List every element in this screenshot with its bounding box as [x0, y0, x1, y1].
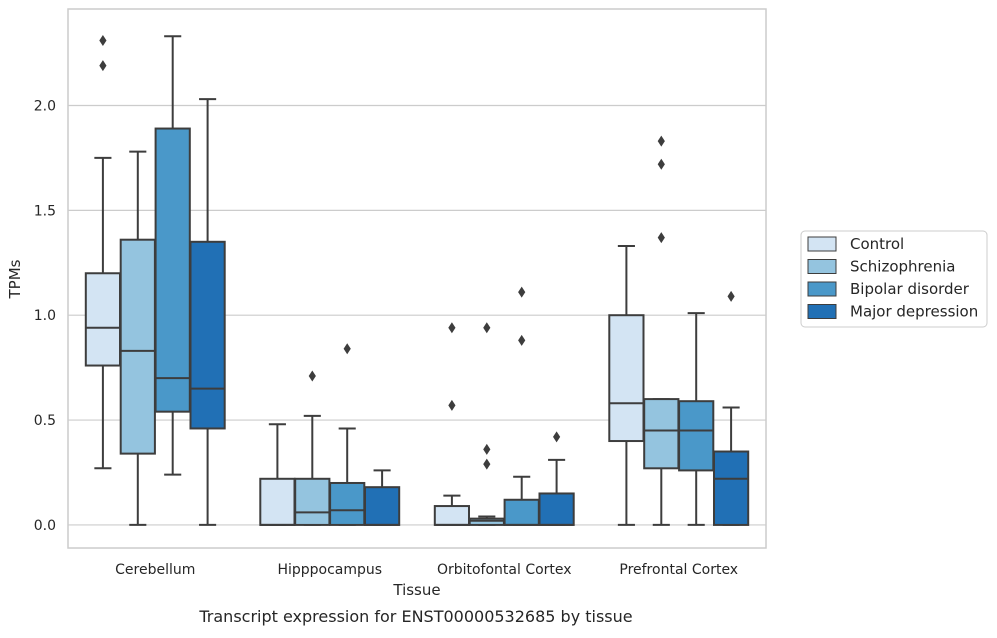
- outlier-point: [727, 290, 735, 302]
- box-schizophrenia: [119, 150, 156, 526]
- box-control: [433, 322, 471, 526]
- x-axis-title: Tissue: [392, 581, 440, 599]
- chart-caption: Transcript expression for ENST0000053268…: [198, 607, 632, 626]
- box-major-depression: [712, 290, 750, 526]
- box-control: [259, 423, 296, 526]
- y-tick-label: 1.5: [34, 203, 56, 219]
- outlier-point: [657, 135, 665, 147]
- box-major-depression: [189, 98, 226, 526]
- legend-swatch: [807, 281, 837, 297]
- y-tick-label: 0.0: [34, 518, 56, 534]
- box-major-depression: [363, 469, 401, 526]
- legend-items: Control Schizophrenia Bipolar disorder Majo…: [807, 235, 978, 321]
- box-major-depression: [538, 431, 575, 526]
- outlier-point: [483, 443, 491, 455]
- box-iqr: [538, 492, 575, 526]
- legend-swatch: [807, 304, 837, 319]
- outlier-point: [308, 370, 316, 382]
- outlier-point: [657, 232, 665, 244]
- legend: Control Schizophrenia Bipolar disorder Majo…: [800, 230, 988, 328]
- box-schizophrenia: [643, 135, 680, 526]
- box-control: [608, 244, 645, 526]
- box-iqr: [363, 486, 401, 526]
- box-iqr: [643, 398, 680, 470]
- box-iqr: [678, 400, 715, 472]
- boxes: [84, 34, 750, 526]
- outlier-point: [518, 286, 526, 298]
- y-tick-label: 0.5: [34, 413, 56, 429]
- box-schizophrenia: [294, 370, 331, 526]
- outlier-point: [518, 334, 526, 346]
- box-schizophrenia: [468, 322, 505, 526]
- x-tick-label: Prefrontal Cortex: [619, 562, 738, 578]
- legend-frame: [800, 230, 988, 328]
- box-iqr: [154, 127, 191, 413]
- y-tick-label: 1.0: [34, 308, 56, 324]
- x-ticks: Cerebellum Hipppocampus Orbitofontal Corte…: [115, 562, 738, 578]
- outlier-point: [343, 343, 351, 355]
- box-control: [84, 34, 122, 470]
- x-tick-label: Orbitofontal Cortex: [437, 562, 572, 578]
- box-iqr: [294, 477, 331, 526]
- box-iqr: [468, 517, 505, 526]
- box-iqr: [712, 450, 750, 526]
- y-axis-title: TPMs: [6, 259, 24, 299]
- legend-label: Schizophrenia: [850, 258, 955, 276]
- outlier-point: [99, 60, 107, 72]
- outlier-point: [448, 399, 456, 411]
- box-iqr: [329, 481, 366, 526]
- box-iqr: [503, 498, 540, 526]
- box-iqr: [119, 238, 156, 455]
- outlier-point: [483, 322, 491, 334]
- y-tick-label: 2.0: [34, 98, 56, 114]
- box-bipolar-disorder: [503, 286, 540, 526]
- outlier-point: [99, 34, 107, 46]
- box-bipolar-disorder: [154, 35, 191, 476]
- box-bipolar-disorder: [678, 312, 715, 526]
- box-iqr: [608, 314, 645, 443]
- box-iqr: [433, 505, 471, 526]
- box-iqr: [259, 477, 296, 526]
- box-iqr: [84, 272, 122, 367]
- plot-frame: [67, 8, 767, 549]
- x-tick-label: Cerebellum: [115, 562, 195, 578]
- outlier-point: [553, 431, 561, 443]
- legend-label: Control: [850, 235, 904, 253]
- legend-swatch: [807, 236, 837, 252]
- outlier-point: [657, 158, 665, 170]
- box-iqr: [189, 240, 226, 430]
- legend-label: Bipolar disorder: [850, 280, 970, 298]
- outlier-point: [448, 322, 456, 334]
- legend-swatch: [807, 259, 837, 274]
- legend-label: Major depression: [850, 303, 978, 321]
- x-tick-label: Hipppocampus: [277, 562, 382, 578]
- y-ticks: 0.0 0.5 1.0 1.5 2.0: [34, 98, 56, 533]
- outlier-point: [483, 458, 491, 470]
